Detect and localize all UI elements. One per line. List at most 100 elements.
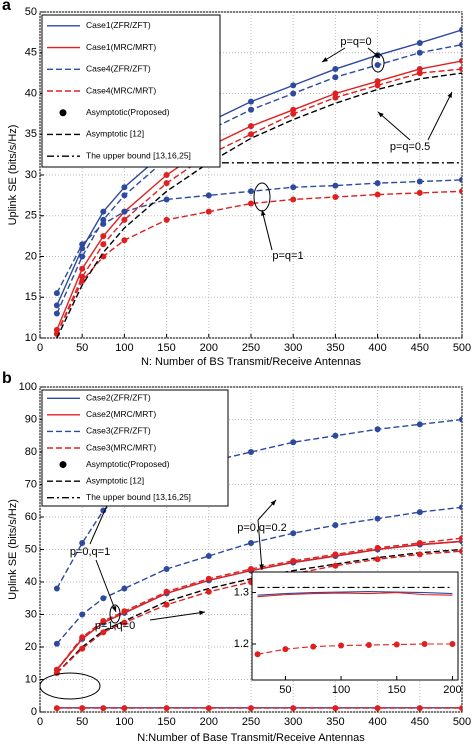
asymptotic-point: [163, 601, 170, 608]
asymptotic-point: [416, 49, 423, 56]
asymptotic-point: [205, 553, 212, 559]
asymptotic-point: [100, 507, 107, 514]
asymptotic-point: [416, 189, 423, 196]
x-tick-label: 250: [242, 716, 260, 728]
asymptotic-point: [79, 645, 86, 652]
x-tick-label: 50: [76, 716, 88, 728]
x-tick-label: 150: [388, 684, 406, 696]
x-tick-label: 250: [242, 342, 260, 354]
x-axis-label: N:Number of Base Transmit/Receive Antenn…: [137, 732, 365, 744]
annotation: p=q=0: [340, 36, 371, 48]
annotation-arrow: [257, 519, 263, 571]
x-tick-label: 400: [368, 716, 386, 728]
asymptotic-point: [205, 208, 212, 215]
series-line: [56, 548, 462, 674]
asymptotic-point: [100, 595, 107, 602]
asymptotic-point: [374, 82, 381, 89]
series-line: [56, 43, 462, 314]
asymptotic-point: [290, 110, 297, 117]
arrow-head: [374, 52, 380, 58]
asymptotic-point: [121, 705, 128, 712]
asymptotic-point: [282, 646, 289, 653]
asymptotic-point: [374, 180, 381, 187]
asymptotic-point: [416, 551, 423, 558]
arrow-head: [447, 92, 452, 98]
asymptotic-point: [416, 540, 423, 546]
y-tick-label: 25: [25, 210, 37, 222]
asymptotic-point: [290, 530, 297, 537]
asymptotic-point: [121, 619, 128, 626]
asymptotic-point: [290, 184, 297, 191]
arrow-head: [378, 112, 384, 118]
annotation-ellipse: [371, 53, 385, 73]
x-tick-label: 450: [411, 342, 429, 354]
asymptotic-point: [459, 504, 462, 511]
y-tick-label: 70: [25, 478, 37, 490]
series-line: [56, 72, 462, 338]
y-tick-label: 45: [25, 47, 37, 59]
asymptotic-point: [79, 277, 86, 284]
annotation-ellipse: [39, 672, 101, 700]
legend-marker: [59, 109, 67, 117]
asymptotic-point: [121, 608, 128, 615]
legend-label: Case2(MRC/MRT): [86, 409, 156, 419]
asymptotic-point: [100, 233, 107, 240]
asymptotic-point: [79, 634, 86, 641]
panel-label: b: [2, 370, 12, 387]
arrow-head: [111, 606, 117, 612]
asymptotic-point: [100, 241, 107, 248]
legend-label: Case1(MRC/MRT): [86, 42, 156, 52]
x-tick-label: 100: [332, 684, 350, 696]
series-line: [56, 540, 462, 671]
annotation-arrow: [427, 91, 453, 141]
arrow-head: [259, 564, 264, 570]
asymptotic-point: [374, 544, 381, 551]
asymptotic-point: [205, 192, 212, 199]
legend-box: [41, 389, 229, 507]
asymptotic-point: [163, 705, 170, 712]
asymptotic-point: [100, 629, 107, 636]
asymptotic-point: [310, 643, 317, 650]
x-tick-label: 150: [157, 716, 175, 728]
y-tick-label: 30: [25, 608, 37, 620]
y-tick-label: 40: [25, 576, 37, 588]
legend-label: Case3(ZFR/ZFT): [86, 426, 151, 436]
asymptotic-point: [416, 509, 423, 516]
asymptotic-point: [459, 705, 462, 712]
y-axis-label: Uplink SE (bits/s/Hz): [7, 125, 19, 226]
x-tick-label: 200: [200, 342, 218, 354]
legend-label: Case3(MRC/MRT): [86, 442, 156, 452]
plot-area: [251, 571, 459, 681]
asymptotic-point: [248, 106, 254, 113]
x-tick-label: 0: [37, 342, 43, 354]
asymptotic-point: [449, 641, 456, 647]
x-tick-label: 350: [326, 716, 344, 728]
y-tick-label: 1.3: [234, 586, 249, 598]
asymptotic-point: [374, 61, 381, 68]
asymptotic-point: [205, 588, 212, 595]
x-tick-label: 200: [443, 684, 461, 696]
asymptotic-point: [79, 540, 86, 546]
asymptotic-point: [459, 57, 462, 64]
y-tick-label: 80: [25, 446, 37, 458]
asymptotic-point: [79, 241, 86, 248]
y-tick-label: 90: [25, 413, 37, 425]
asymptotic-point: [79, 611, 86, 618]
asymptotic-point: [100, 208, 107, 215]
legend-marker: [59, 461, 67, 469]
arrow-head: [199, 610, 205, 616]
asymptotic-point: [79, 253, 86, 260]
asymptotic-point: [248, 540, 254, 546]
x-tick-label: 350: [326, 342, 344, 354]
legend-label: Case1(ZFR/ZFT): [86, 20, 151, 30]
asymptotic-point: [332, 432, 339, 439]
asymptotic-point: [459, 548, 462, 555]
asymptotic-point: [290, 196, 297, 203]
plot-group: [53, 26, 462, 338]
y-tick-label: 1.2: [234, 638, 249, 650]
annotation: p=1,q=0: [95, 620, 135, 632]
x-tick-label: 450: [411, 716, 429, 728]
series-line: [257, 643, 453, 655]
asymptotic-point: [205, 705, 212, 712]
